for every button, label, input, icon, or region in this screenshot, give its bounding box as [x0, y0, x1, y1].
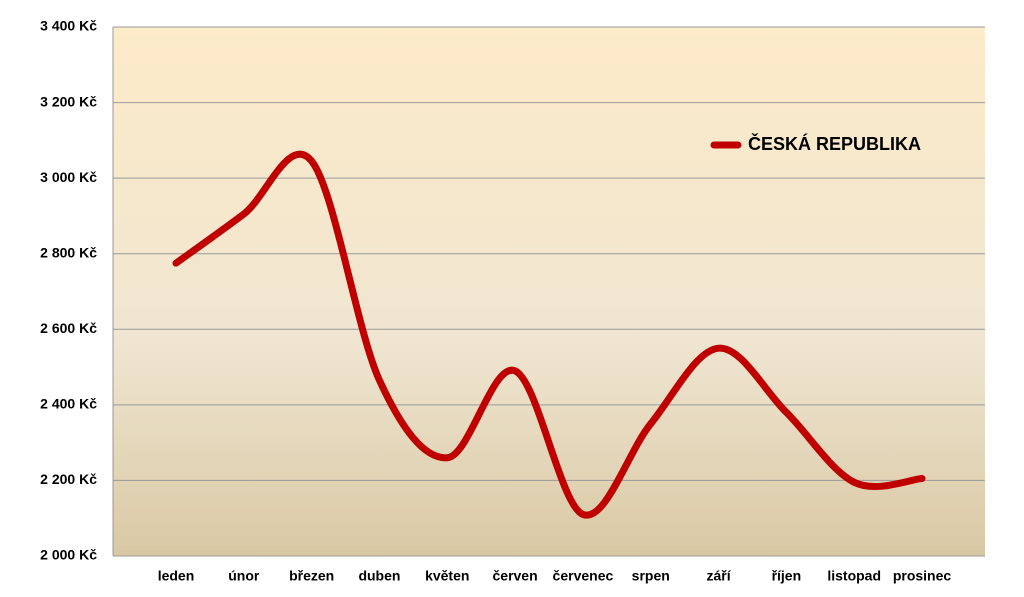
y-tick-label: 2 000 Kč: [40, 547, 97, 563]
series-line: [172, 150, 926, 519]
x-tick-label: květen: [425, 568, 469, 584]
x-tick-label: červen: [493, 568, 538, 584]
x-tick-label: únor: [228, 568, 260, 584]
y-tick-label: 2 600 Kč: [40, 320, 97, 336]
x-tick-label: srpen: [632, 568, 670, 584]
y-tick-label: 3 000 Kč: [40, 169, 97, 185]
plot-area: [113, 27, 985, 556]
y-tick-label: 2 400 Kč: [40, 396, 97, 412]
legend-label: ČESKÁ REPUBLIKA: [748, 133, 921, 154]
x-tick-label: říjen: [772, 568, 802, 584]
x-tick-label: leden: [158, 568, 195, 584]
x-tick-label: březen: [289, 568, 334, 584]
x-tick-label: červenec: [553, 568, 614, 584]
y-tick-label: 3 200 Kč: [40, 93, 97, 109]
x-tick-label: prosinec: [893, 568, 952, 584]
x-tick-label: září: [706, 568, 731, 584]
y-tick-label: 2 200 Kč: [40, 471, 97, 487]
x-tick-label: duben: [358, 568, 400, 584]
x-tick-label: listopad: [827, 568, 881, 584]
y-tick-label: 2 800 Kč: [40, 244, 97, 260]
y-tick-label: 3 400 Kč: [40, 18, 97, 34]
